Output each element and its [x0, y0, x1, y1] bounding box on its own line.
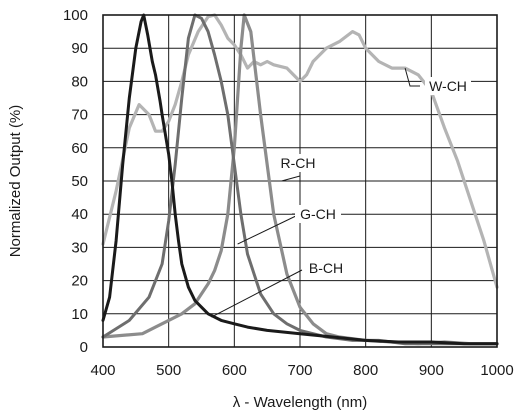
x-tick-label: 900 — [419, 362, 444, 379]
y-tick-label: 10 — [71, 306, 88, 323]
y-tick-label: 40 — [71, 206, 88, 223]
y-tick-label: 30 — [71, 239, 88, 256]
y-tick-label: 100 — [63, 7, 88, 24]
x-tick-label: 800 — [353, 362, 378, 379]
y-tick-label: 90 — [71, 40, 88, 57]
y-tick-label: 20 — [71, 273, 88, 290]
annotation-bg — [295, 205, 341, 223]
x-tick-label: 1000 — [480, 362, 513, 379]
series-label-g-ch: G-CH — [300, 206, 336, 222]
x-tick-label: 500 — [156, 362, 181, 379]
annotation-bg — [303, 259, 349, 277]
series-line-w-ch — [101, 13, 499, 289]
chart-grid — [102, 14, 498, 348]
x-axis-ticks: 400 500 600 700 800 900 1000 — [90, 362, 513, 379]
series-label-b-ch: B-CH — [309, 260, 343, 276]
x-axis-label: λ - Wavelength (nm) — [233, 394, 367, 411]
series-label-w-ch: W-CH — [429, 78, 467, 94]
y-axis-ticks: 0 10 20 30 40 50 60 70 80 90 100 — [63, 7, 88, 356]
x-tick-label: 400 — [90, 362, 115, 379]
series-label-r-ch: R-CH — [281, 155, 316, 171]
leader-g-ch — [237, 213, 301, 245]
series-line-b-ch — [101, 13, 499, 346]
annotation-leaders — [211, 67, 420, 318]
y-axis-label: Normalized Output (%) — [7, 105, 24, 258]
y-tick-label: 60 — [71, 140, 88, 157]
annotation-bg — [425, 77, 471, 95]
annotation-labels: W-CH R-CH G-CH B-CH — [275, 77, 471, 277]
y-tick-label: 0 — [80, 339, 88, 356]
x-tick-label: 700 — [287, 362, 312, 379]
x-tick-label: 600 — [222, 362, 247, 379]
y-tick-label: 50 — [71, 173, 88, 190]
leader-r-ch — [281, 175, 301, 182]
y-tick-label: 80 — [71, 73, 88, 90]
annotation-bg — [275, 154, 321, 172]
y-tick-label: 70 — [71, 107, 88, 124]
leader-w-ch — [404, 67, 420, 87]
series-layer — [101, 13, 499, 346]
plot-frame — [102, 14, 498, 348]
leader-b-ch — [211, 269, 303, 318]
